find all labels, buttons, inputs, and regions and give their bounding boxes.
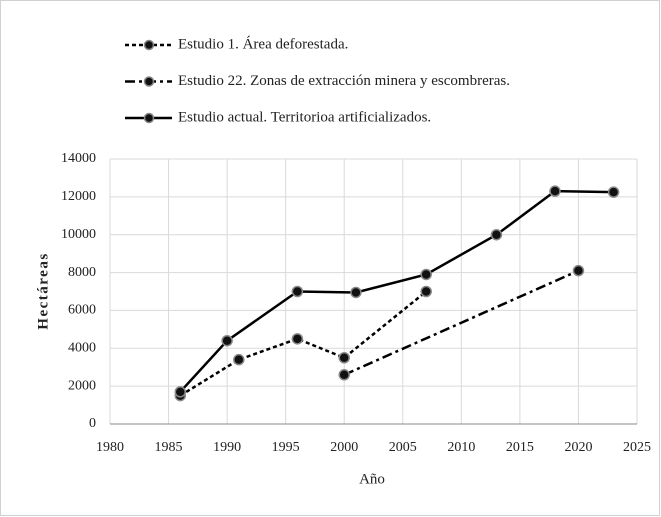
point bbox=[420, 285, 432, 298]
legend-marker bbox=[143, 76, 155, 87]
point bbox=[572, 264, 585, 277]
x-tick-label: 1995 bbox=[272, 440, 300, 455]
x-tick-label: 2000 bbox=[330, 440, 358, 455]
x-tick-label: 2010 bbox=[447, 440, 475, 455]
legend-label: Estudio 1. Área deforestada. bbox=[178, 35, 348, 52]
y-tick-label: 2000 bbox=[68, 378, 96, 393]
y-tick-label: 8000 bbox=[68, 265, 96, 280]
x-tick-label: 2025 bbox=[623, 440, 651, 455]
legend-label: Estudio actual. Territorioa artificializ… bbox=[178, 109, 431, 125]
legend-label: Estudio 22. Zonas de extracción minera y… bbox=[178, 73, 510, 89]
y-tick-label: 10000 bbox=[61, 227, 96, 242]
line bbox=[343, 269, 579, 376]
x-tick-label: 1980 bbox=[96, 440, 124, 455]
point bbox=[490, 228, 503, 241]
point bbox=[291, 333, 304, 345]
point bbox=[233, 353, 245, 366]
x-tick-label: 1990 bbox=[213, 440, 241, 455]
point bbox=[607, 186, 620, 198]
point bbox=[338, 369, 350, 381]
x-tick-label: 2020 bbox=[564, 440, 592, 455]
line bbox=[179, 189, 614, 393]
point bbox=[420, 268, 432, 281]
point bbox=[221, 334, 233, 347]
point bbox=[549, 185, 561, 197]
legend-marker bbox=[143, 39, 155, 51]
y-axis-label: Hectáreas bbox=[35, 252, 51, 329]
x-tick-label: 2005 bbox=[389, 440, 417, 455]
line bbox=[179, 290, 427, 397]
y-tick-label: 6000 bbox=[68, 303, 96, 318]
y-tick-label: 14000 bbox=[61, 151, 96, 166]
point bbox=[350, 286, 362, 299]
x-axis-label: Año bbox=[359, 471, 385, 487]
point bbox=[338, 352, 350, 364]
legend-marker bbox=[143, 112, 155, 124]
x-tick-label: 1985 bbox=[155, 440, 183, 455]
y-tick-label: 12000 bbox=[61, 189, 96, 204]
x-tick-label: 2015 bbox=[506, 440, 534, 455]
point bbox=[291, 285, 304, 298]
y-tick-label: 0 bbox=[89, 416, 96, 431]
point bbox=[174, 386, 187, 398]
y-tick-label: 4000 bbox=[68, 341, 96, 356]
